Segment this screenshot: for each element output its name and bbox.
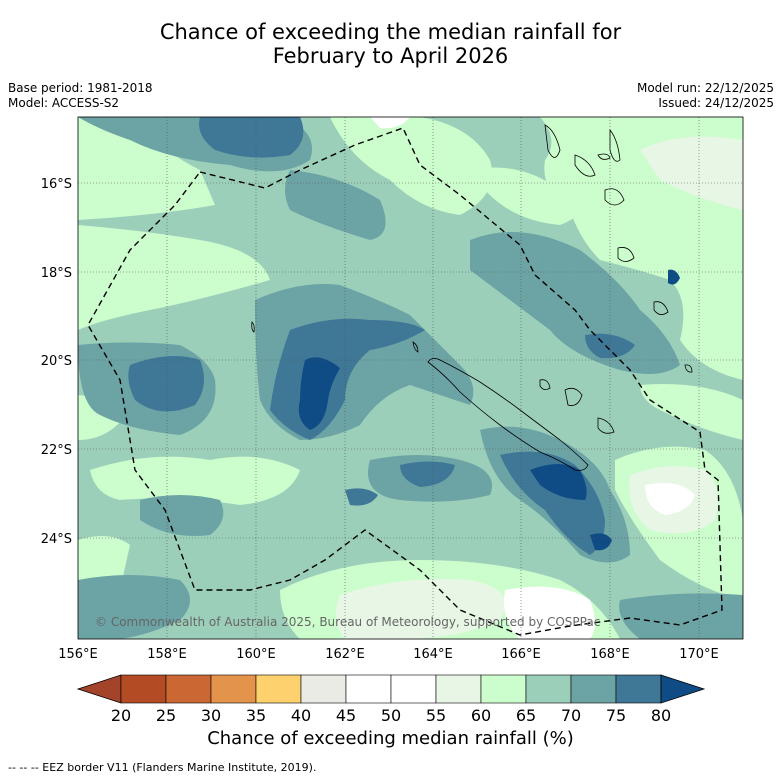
colorbar-swatch	[255, 674, 302, 704]
colorbar-tick-label: 50	[381, 706, 401, 725]
model-label: Model: ACCESS-S2	[8, 96, 120, 110]
lon-label-166e: 166°E	[501, 647, 541, 662]
colorbar-label: Chance of exceeding median rainfall (%)	[207, 728, 574, 749]
colorbar-tick-label: 55	[426, 706, 446, 725]
lon-label-170e: 170°E	[679, 647, 719, 662]
eez-footnote: -- -- -- EEZ border V11 (Flanders Marine…	[8, 761, 317, 774]
colorbar-swatch	[210, 674, 257, 704]
lon-label-162e: 162°E	[325, 647, 365, 662]
colorbar-tick-label: 65	[516, 706, 536, 725]
colorbar-swatch	[615, 674, 662, 704]
lon-label-164e: 164°E	[413, 647, 453, 662]
colorbar-swatch	[390, 674, 437, 704]
colorbar-swatch	[435, 674, 482, 704]
colorbar-tick-label: 60	[471, 706, 491, 725]
lon-label-160e: 160°E	[236, 647, 276, 662]
lat-label-22s: 22°S	[41, 443, 72, 458]
colorbar-swatch	[300, 674, 347, 704]
lat-label-16s: 16°S	[41, 177, 72, 192]
colorbar-tick-label: 80	[651, 706, 671, 725]
colorbar-swatch	[570, 674, 617, 704]
colorbar-tick-label: 40	[291, 706, 311, 725]
colorbar-extend-low	[76, 674, 122, 704]
map-frame	[77, 116, 744, 640]
graticule	[78, 117, 743, 639]
colorbar-tick-label: 35	[246, 706, 266, 725]
map-title-line1: Chance of exceeding the median rainfall …	[159, 20, 622, 44]
lat-label-18s: 18°S	[41, 266, 72, 281]
colorbar-swatch	[345, 674, 392, 704]
colorbar-tick-label: 25	[156, 706, 176, 725]
colorbar-tick-label: 20	[111, 706, 131, 725]
colorbar: 20 25 30 35 40 45 50 55 60 65 70 75 80	[76, 674, 706, 725]
colorbar-tick-label: 70	[561, 706, 581, 725]
base-period-label: Base period: 1981-2018	[8, 81, 153, 95]
lon-label-156e: 156°E	[58, 647, 98, 662]
lon-label-158e: 158°E	[147, 647, 187, 662]
map-title-line2: February to April 2026	[272, 44, 509, 68]
lat-label-20s: 20°S	[41, 354, 72, 369]
colorbar-extend-high	[660, 674, 706, 704]
colorbar-tick-label: 30	[201, 706, 221, 725]
colorbar-swatch	[165, 674, 212, 704]
colorbar-swatch	[525, 674, 572, 704]
lon-label-168e: 168°E	[590, 647, 630, 662]
copyright-text: © Commonwealth of Australia 2025, Bureau…	[95, 615, 600, 629]
issued-label: Issued: 24/12/2025	[658, 96, 774, 110]
colorbar-swatch	[480, 674, 527, 704]
lat-label-24s: 24°S	[41, 532, 72, 547]
rainfall-contours	[78, 117, 743, 639]
eez-border	[87, 127, 723, 636]
colorbar-swatch	[120, 674, 167, 704]
coastlines	[251, 124, 693, 471]
colorbar-tick-label: 45	[336, 706, 356, 725]
colorbar-tick-label: 75	[606, 706, 626, 725]
model-run-label: Model run: 22/12/2025	[636, 81, 774, 95]
